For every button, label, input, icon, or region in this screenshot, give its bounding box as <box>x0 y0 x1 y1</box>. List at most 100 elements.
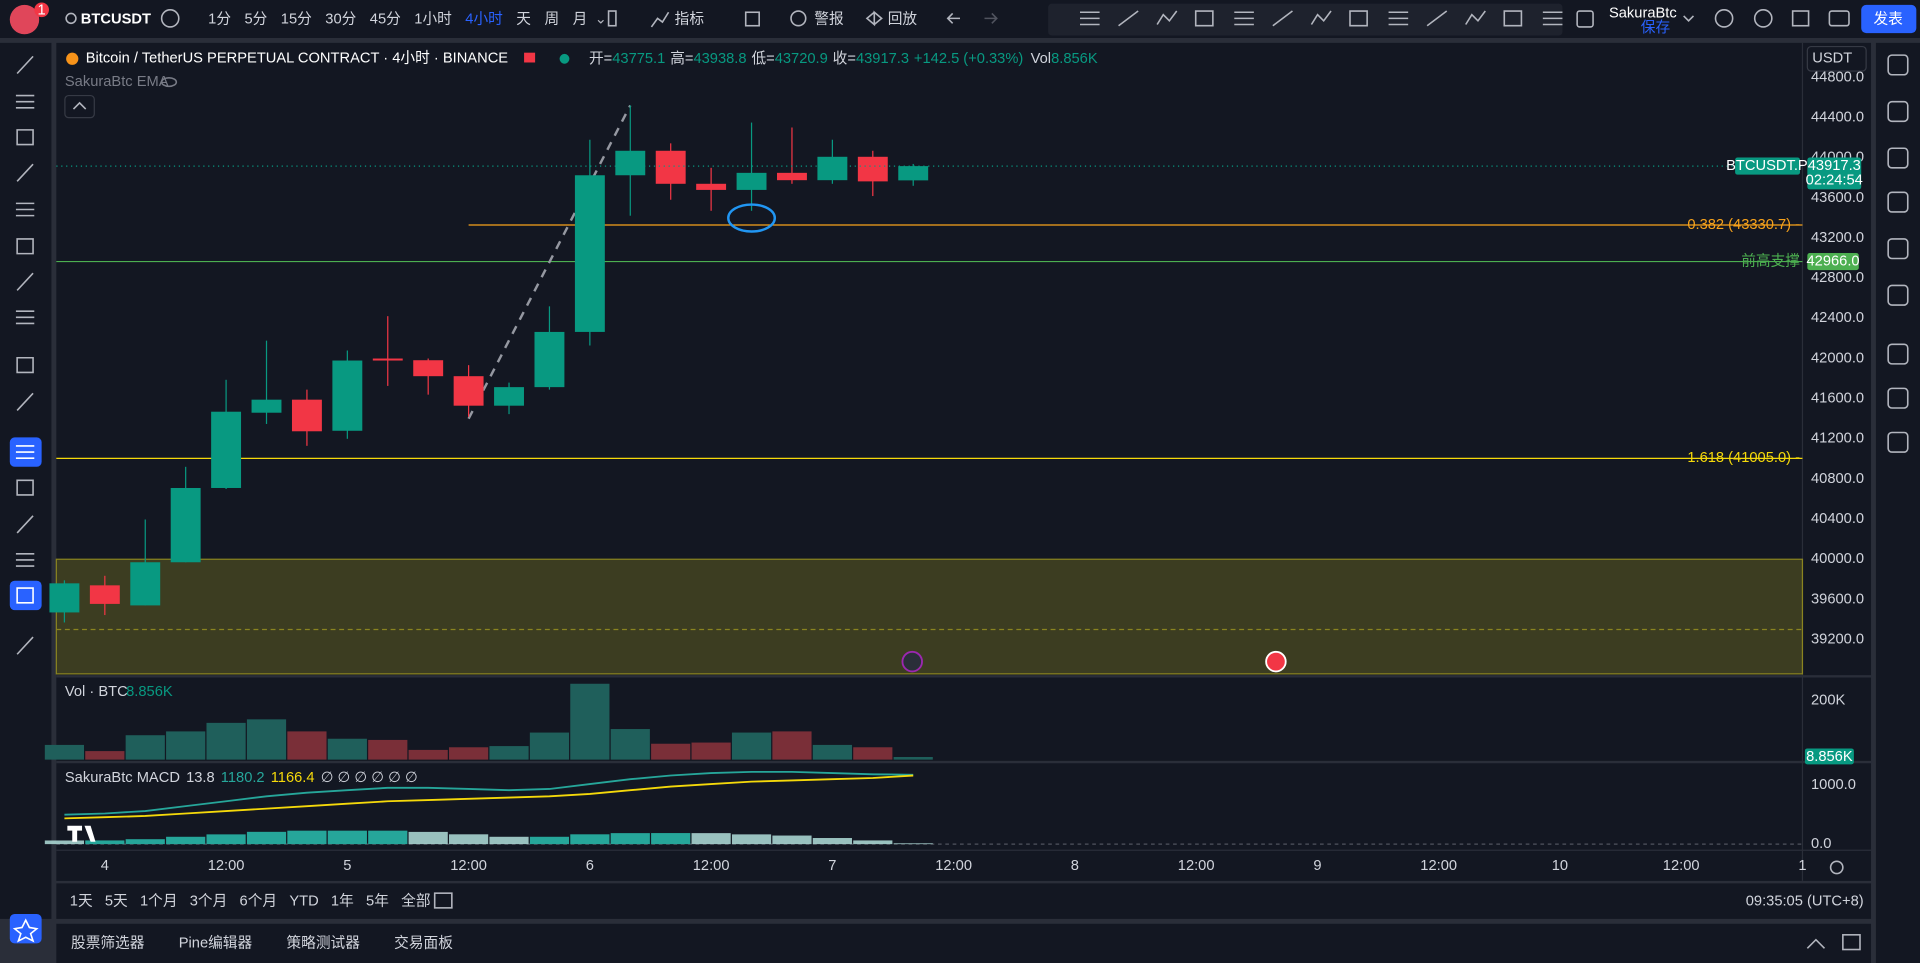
sidebar-icon[interactable] <box>1887 284 1909 306</box>
interval[interactable]: 5分 <box>244 10 267 27</box>
left-tool[interactable] <box>15 202 35 217</box>
drawing-tool[interactable] <box>1542 11 1563 26</box>
interval[interactable]: 周 <box>544 10 559 27</box>
interval[interactable]: 1小时 <box>414 10 452 27</box>
left-tool[interactable] <box>16 515 34 534</box>
layout-name[interactable]: SakuraBtc <box>1609 5 1677 21</box>
publish-button[interactable] <box>1861 4 1917 34</box>
screenshot[interactable] <box>1828 10 1850 27</box>
sidebar-icon[interactable] <box>1887 191 1909 213</box>
sidebar-icon[interactable] <box>1887 431 1909 453</box>
drawing-tool[interactable] <box>1194 10 1214 27</box>
drawing-tool[interactable] <box>1234 11 1254 26</box>
interval[interactable]: 30分 <box>325 10 356 27</box>
undo[interactable] <box>946 12 960 24</box>
left-tool[interactable] <box>15 552 35 567</box>
drawing-tool[interactable] <box>1465 10 1486 25</box>
drawing-tool[interactable] <box>1426 10 1448 27</box>
range-button[interactable]: 1年 <box>331 893 354 910</box>
avatar[interactable] <box>9 4 40 35</box>
replay-button[interactable]: 回放 <box>888 10 918 27</box>
currency-select[interactable] <box>1806 45 1867 72</box>
left-tool[interactable] <box>16 356 34 374</box>
range-button[interactable]: 1天 <box>70 894 93 910</box>
flag[interactable] <box>524 52 536 63</box>
layout-menu[interactable] <box>1683 15 1695 22</box>
drawing-tool[interactable] <box>1503 10 1523 27</box>
sidebar-icon[interactable] <box>1887 343 1909 365</box>
left-tool[interactable] <box>16 479 34 496</box>
panel-tab[interactable]: 策略测试器 <box>286 934 360 951</box>
interval-menu[interactable]: ⌄ <box>595 11 607 27</box>
range-button[interactable]: 5年 <box>366 893 389 910</box>
event-marker[interactable] <box>901 650 923 673</box>
left-tool[interactable] <box>16 392 34 411</box>
date-range-icon[interactable] <box>433 892 453 909</box>
interval[interactable]: 天 <box>516 11 531 27</box>
replay-icon[interactable] <box>865 10 883 27</box>
layout-square[interactable] <box>1576 10 1594 28</box>
left-tool[interactable] <box>15 445 35 460</box>
interval[interactable]: 4小时 <box>465 10 503 27</box>
drawing-tool[interactable] <box>1272 10 1293 27</box>
search-icon[interactable] <box>65 12 77 25</box>
layout-icon[interactable] <box>744 11 760 27</box>
range-button[interactable]: 1个月 <box>140 893 178 910</box>
favorites[interactable] <box>12 918 39 943</box>
interval[interactable]: 15分 <box>281 10 312 27</box>
symbol[interactable]: BTCUSDT <box>81 11 151 27</box>
drawing-tool[interactable] <box>1388 11 1409 26</box>
visibility-toggle[interactable] <box>160 77 178 88</box>
interval[interactable]: 月 <box>573 11 588 27</box>
left-tool[interactable] <box>16 238 34 255</box>
panel-tab[interactable]: 交易面板 <box>394 933 453 951</box>
left-tool[interactable] <box>15 94 35 109</box>
panel-tab[interactable]: Pine编辑器 <box>179 934 253 951</box>
redo[interactable] <box>984 12 998 24</box>
drawing-tool[interactable] <box>1310 10 1332 25</box>
range-button[interactable]: YTD <box>289 894 318 910</box>
chart-type-icon[interactable] <box>607 10 617 27</box>
left-tool[interactable] <box>16 129 34 146</box>
alert-button[interactable]: 警报 <box>814 10 844 27</box>
left-tool[interactable] <box>16 587 34 604</box>
fullscreen[interactable] <box>1791 10 1810 27</box>
left-tool[interactable] <box>16 55 34 75</box>
range-button[interactable]: 全部 <box>401 892 430 910</box>
left-tool[interactable] <box>16 636 34 655</box>
left-tool[interactable] <box>16 272 34 291</box>
indicator-icon[interactable] <box>650 11 670 28</box>
collapse-button[interactable] <box>64 94 95 119</box>
event-marker[interactable] <box>1265 650 1287 673</box>
sidebar-icon[interactable] <box>1887 238 1909 260</box>
panel-toggle[interactable] <box>1806 938 1826 949</box>
drawing-tool[interactable] <box>1156 10 1178 25</box>
panel-tab[interactable]: 股票筛选器 <box>71 934 145 951</box>
sidebar-icon[interactable] <box>1887 100 1909 123</box>
drawing-tool[interactable] <box>1118 10 1139 27</box>
interval[interactable]: 1分 <box>208 10 231 27</box>
indicators-button[interactable]: 指标 <box>675 10 705 27</box>
collapse-icon[interactable] <box>72 101 87 110</box>
panel-maximize[interactable] <box>1842 934 1861 951</box>
drawing-tool[interactable] <box>1080 11 1100 26</box>
alert-icon[interactable] <box>790 10 807 27</box>
currency-label[interactable]: USDT <box>1812 51 1852 67</box>
quick-search[interactable] <box>1714 9 1734 28</box>
sidebar-icon[interactable] <box>1887 387 1909 409</box>
sidebar-icon[interactable] <box>1887 147 1909 169</box>
axis-settings[interactable] <box>1829 860 1844 875</box>
settings[interactable] <box>1753 9 1773 28</box>
range-button[interactable]: 5天 <box>105 894 128 910</box>
publish-label[interactable]: 发表 <box>1873 10 1903 27</box>
drawing-tool[interactable] <box>1349 10 1368 27</box>
left-tool[interactable] <box>16 163 34 182</box>
candle-body <box>615 150 646 176</box>
interval[interactable]: 45分 <box>370 10 401 27</box>
add-symbol[interactable] <box>160 9 180 28</box>
left-tool[interactable] <box>15 310 35 325</box>
save-label[interactable]: 保存 <box>1641 19 1671 36</box>
range-button[interactable]: 3个月 <box>190 893 228 910</box>
sidebar-icon[interactable] <box>1887 54 1909 76</box>
range-button[interactable]: 6个月 <box>240 893 278 910</box>
